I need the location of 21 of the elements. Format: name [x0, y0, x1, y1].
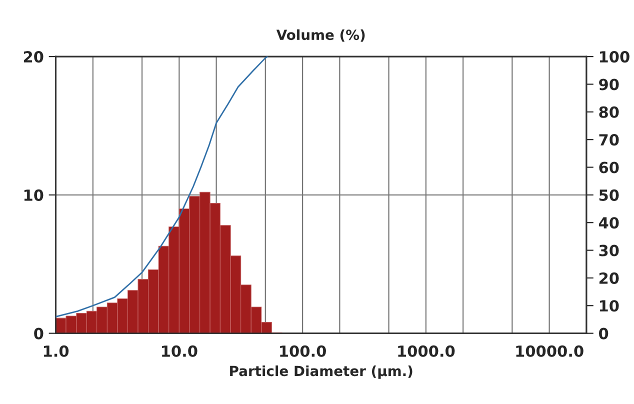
- y2-tick-label: 20: [599, 272, 619, 284]
- x-axis-title: Particle Diameter (µm.): [230, 365, 412, 379]
- y2-tick-label: 70: [599, 134, 619, 146]
- y2-tick-label: 30: [599, 244, 619, 256]
- y-tick-label: 0: [34, 328, 44, 340]
- x-tick-label: 1.0: [44, 345, 69, 357]
- chart-title: Volume (%): [276, 29, 365, 42]
- y2-tick-label: 50: [599, 189, 619, 201]
- y-tick-label: 10: [24, 189, 44, 201]
- x-tick-label: 10.0: [162, 345, 198, 357]
- x-tick-label: 10000.0: [516, 345, 584, 357]
- y2-tick-label: 100: [600, 51, 630, 63]
- y2-tick-label: 60: [599, 162, 619, 174]
- x-tick-label: 100.0: [280, 345, 326, 357]
- y2-tick-label: 0: [598, 328, 608, 340]
- y2-tick-label: 90: [599, 78, 619, 90]
- y-tick-label: 20: [24, 51, 44, 63]
- x-tick-label: 1000.0: [398, 345, 455, 357]
- y2-tick-label: 40: [598, 217, 619, 229]
- y2-tick-label: 80: [599, 106, 619, 118]
- y2-tick-label: 10: [600, 300, 619, 312]
